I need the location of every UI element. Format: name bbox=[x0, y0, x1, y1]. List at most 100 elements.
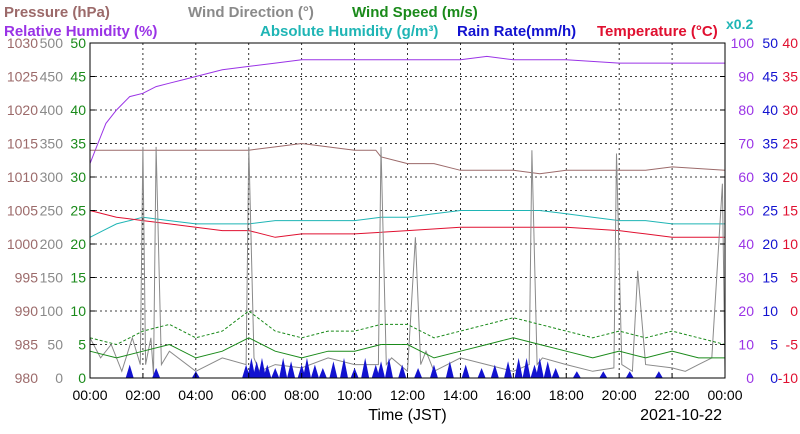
y-tick-label-relative-humidity: 10 bbox=[738, 337, 754, 353]
plot-grid bbox=[90, 43, 725, 378]
rain-rate-spike bbox=[350, 367, 359, 378]
x-tick-label: 02:00 bbox=[125, 387, 160, 403]
y-tick-label-wind-speed: 5 bbox=[78, 337, 86, 353]
y-tick-label-temperature: 10 bbox=[782, 236, 798, 252]
y-tick-label-wind-speed: 45 bbox=[70, 69, 86, 85]
y-tick-label-relative-humidity: 30 bbox=[738, 270, 754, 286]
x-tick-label: 14:00 bbox=[443, 387, 478, 403]
y-tick-label-temperature: 25 bbox=[782, 136, 798, 152]
y-axes: 1030102510201015101010051000995990985980… bbox=[7, 35, 798, 386]
y-tick-label-rain-rate: 40 bbox=[762, 102, 778, 118]
x-tick-label: 08:00 bbox=[284, 387, 319, 403]
y-tick-label-wind-speed: 0 bbox=[78, 370, 86, 386]
legend-entry: Relative Humidity (%) bbox=[4, 23, 157, 40]
rain-rate-spike bbox=[247, 357, 256, 378]
rain-rate-spike bbox=[522, 357, 531, 378]
rain-rate-spike bbox=[625, 371, 634, 378]
rain-rate-spike bbox=[384, 357, 393, 378]
rain-rate-spike bbox=[514, 357, 523, 378]
multiplier-note: x0.2 bbox=[726, 16, 753, 32]
rain-rate-spike bbox=[318, 367, 327, 378]
y-tick-label-temperature: 40 bbox=[782, 35, 798, 51]
rain-rate-spike bbox=[310, 364, 319, 378]
rain-rate-spike bbox=[152, 367, 161, 378]
y-tick-label-pressure: 995 bbox=[15, 270, 39, 286]
y-tick-label-rain-rate: 5 bbox=[770, 337, 778, 353]
x-tick-label: 00:00 bbox=[72, 387, 107, 403]
x-tick-label: 20:00 bbox=[602, 387, 637, 403]
series-line-relative-humidity bbox=[89, 55, 725, 164]
y-tick-label-wind-direction: 150 bbox=[40, 270, 64, 286]
rain-rate-spike bbox=[361, 357, 370, 378]
y-tick-label-rain-rate: 35 bbox=[762, 136, 778, 152]
series-line-wind-direction bbox=[89, 146, 726, 375]
rain-rate-spike bbox=[371, 364, 380, 378]
y-tick-label-relative-humidity: 50 bbox=[738, 203, 754, 219]
y-tick-label-rain-rate: 45 bbox=[762, 69, 778, 85]
y-tick-label-rain-rate: 20 bbox=[762, 236, 778, 252]
y-tick-label-wind-direction: 350 bbox=[40, 136, 64, 152]
y-tick-label-wind-speed: 10 bbox=[70, 303, 86, 319]
x-axis: 00:00 02:00 04:00 06:00 08:00 10:00 12:00 14:00… bbox=[72, 373, 743, 403]
y-tick-label-pressure: 990 bbox=[15, 303, 39, 319]
rain-rate-spike bbox=[279, 357, 288, 378]
rain-rate-spike bbox=[340, 357, 348, 378]
y-tick-label-pressure: 985 bbox=[15, 337, 39, 353]
y-tick-label-temperature: 20 bbox=[782, 169, 798, 185]
rain-rate-spike bbox=[302, 357, 311, 378]
y-tick-label-pressure: 1000 bbox=[7, 236, 38, 252]
rain-rate-spike bbox=[377, 361, 386, 378]
y-tick-label-rain-rate: 0 bbox=[770, 370, 778, 386]
x-tick-label: 18:00 bbox=[549, 387, 584, 403]
series-line-wind-speed-m-s bbox=[89, 337, 725, 359]
y-tick-label-wind-direction: 200 bbox=[40, 236, 64, 252]
rain-rate-spike bbox=[599, 371, 608, 378]
y-tick-label-relative-humidity: 40 bbox=[738, 236, 754, 252]
y-tick-label-pressure: 1010 bbox=[7, 169, 38, 185]
rain-rate-spike bbox=[551, 367, 560, 378]
rain-rate-spike bbox=[654, 371, 663, 378]
y-tick-label-relative-humidity: 0 bbox=[746, 370, 754, 386]
rain-rate-spike bbox=[477, 367, 486, 378]
y-tick-label-rain-rate: 25 bbox=[762, 203, 778, 219]
rain-rate-spike bbox=[125, 364, 134, 378]
series-line-wind-speed-max-m-s bbox=[89, 310, 726, 346]
y-tick-label-wind-direction: 100 bbox=[40, 303, 64, 319]
rain-rate-spike bbox=[543, 361, 552, 378]
y-tick-label-relative-humidity: 70 bbox=[738, 136, 754, 152]
series-line-absolute-humidity-g-m bbox=[89, 210, 725, 238]
y-tick-label-rain-rate: 30 bbox=[762, 169, 778, 185]
y-tick-label-pressure: 980 bbox=[15, 370, 39, 386]
y-tick-label-temperature: 15 bbox=[782, 203, 798, 219]
y-tick-label-pressure: 1020 bbox=[7, 102, 38, 118]
x-tick-label: 06:00 bbox=[231, 387, 266, 403]
x-tick-label: 16:00 bbox=[496, 387, 531, 403]
rain-rate-spike bbox=[257, 357, 266, 378]
y-tick-label-wind-direction: 300 bbox=[40, 169, 64, 185]
y-tick-label-wind-direction: 450 bbox=[40, 69, 64, 85]
series-line-pressure-hpa bbox=[90, 142, 726, 175]
y-tick-label-rain-rate: 50 bbox=[762, 35, 778, 51]
legend: Pressure (hPa) Wind Direction (°) Wind Spe… bbox=[4, 4, 718, 40]
legend-entry: Wind Direction (°) bbox=[188, 4, 314, 21]
rain-rate-spike bbox=[429, 364, 438, 378]
rain-rate-spike bbox=[263, 364, 272, 378]
y-tick-label-wind-speed: 50 bbox=[70, 35, 86, 51]
y-tick-label-wind-speed: 30 bbox=[70, 169, 86, 185]
y-tick-label-temperature: 5 bbox=[790, 270, 798, 286]
y-tick-label-pressure: 1015 bbox=[7, 136, 38, 152]
x-tick-label: 04:00 bbox=[178, 387, 213, 403]
x-tick-label: 22:00 bbox=[655, 387, 690, 403]
y-tick-label-temperature: 30 bbox=[782, 102, 798, 118]
rain-rate-spike bbox=[398, 364, 407, 378]
y-tick-label-relative-humidity: 100 bbox=[731, 35, 755, 51]
legend-entry: Temperature (°C) bbox=[597, 23, 718, 40]
legend-entry: Absolute Humidity (g/m³) bbox=[260, 23, 438, 40]
y-tick-label-wind-direction: 250 bbox=[40, 203, 64, 219]
y-tick-label-temperature: 0 bbox=[790, 303, 798, 319]
series-line-temperature-c bbox=[89, 210, 725, 238]
y-tick-label-relative-humidity: 80 bbox=[738, 102, 754, 118]
legend-entry: Pressure (hPa) bbox=[4, 4, 110, 21]
date-label: 2021-10-22 bbox=[640, 407, 722, 424]
